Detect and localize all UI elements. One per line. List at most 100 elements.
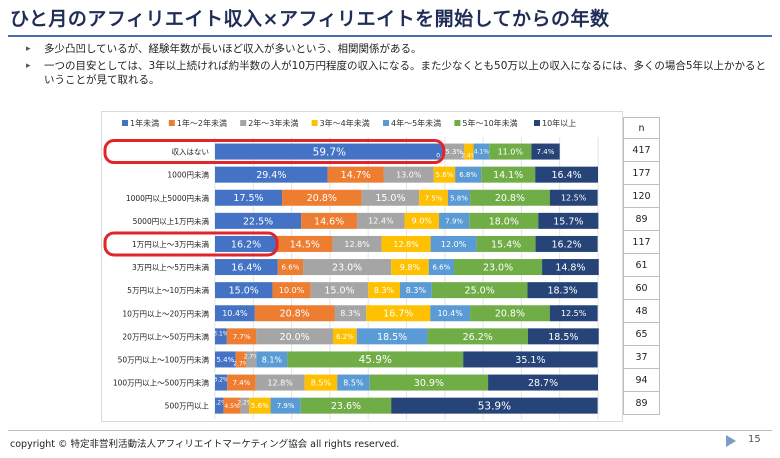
bar-segment xyxy=(300,397,392,414)
data-label: 12.0% xyxy=(441,240,467,249)
data-label: 16.2% xyxy=(231,239,261,250)
next-slide-arrow-icon[interactable] xyxy=(726,435,736,447)
data-label: 16.7% xyxy=(383,309,413,320)
data-label: 45.9% xyxy=(359,354,392,366)
bullet-text: 一つの目安としては、3年以上続ければ約半数の人が10万円程度の収入になる。また少… xyxy=(44,60,767,86)
bar-segment xyxy=(277,235,333,252)
bar-segment xyxy=(226,328,257,345)
data-label: 2.4% xyxy=(461,153,477,160)
bar-segment xyxy=(444,143,465,160)
data-label: 14.7% xyxy=(341,170,371,181)
bar-segment xyxy=(246,351,257,368)
data-label: 18.0% xyxy=(489,216,519,227)
bullet-text: 多少凸凹しているが、経験年数が長いほど収入が多いという、相関関係がある。 xyxy=(44,43,422,55)
data-label: 7.9% xyxy=(445,217,463,225)
bar-segment xyxy=(366,305,431,322)
bar-segment xyxy=(488,374,598,391)
bar-segment xyxy=(215,189,283,206)
bar-segment xyxy=(357,212,405,229)
data-label: 3.1% xyxy=(213,330,229,337)
data-label: 5.6% xyxy=(251,402,269,410)
data-label: 14.6% xyxy=(314,216,344,227)
data-label: 16.4% xyxy=(552,170,582,181)
bar-segment xyxy=(282,189,362,206)
data-label: 10.4% xyxy=(222,309,248,318)
data-label: 23.6% xyxy=(331,401,361,412)
data-label: 6.8% xyxy=(459,171,477,179)
legend-label: 1年～2年未満 xyxy=(177,118,227,128)
legend-label: 5年～10年未満 xyxy=(462,118,517,128)
bar-segment xyxy=(215,259,278,276)
n-cell: 94 xyxy=(623,369,660,392)
data-label: 16.4% xyxy=(231,262,261,273)
bar-segment xyxy=(464,143,474,160)
data-label: 12.8% xyxy=(344,240,370,249)
data-label: 13.0% xyxy=(396,171,422,180)
data-label: 14.5% xyxy=(290,239,320,250)
data-label: 25.0% xyxy=(465,286,495,297)
data-label: 23.0% xyxy=(483,262,513,273)
data-label: 9.8% xyxy=(400,263,421,272)
data-label: 12.4% xyxy=(368,217,394,226)
data-label: 18.3% xyxy=(547,286,577,297)
data-label: 6.6% xyxy=(432,264,450,272)
chart-panel: 1年未満 1年～2年未満 2年～3年未満 3年～4年未満 4年～5年未満 5年～10年未満… xyxy=(101,111,623,422)
page-number: 15 xyxy=(748,434,761,445)
bar-segment xyxy=(270,397,301,414)
bar-segment xyxy=(549,305,598,322)
bar-segment xyxy=(383,166,434,183)
stacked-bar-chart: 1年未満 1年～2年未満 2年～3年未満 3年～4年未満 4年～5年未満 5年～10年未満… xyxy=(103,118,599,420)
data-label: 15.4% xyxy=(491,239,521,250)
n-cell: 89 xyxy=(623,208,660,231)
bar-segment xyxy=(447,189,471,206)
data-label: 15.0% xyxy=(229,286,259,297)
bar-segment xyxy=(332,328,357,345)
data-label: 18.5% xyxy=(377,332,407,343)
data-label: 30.9% xyxy=(414,378,444,389)
bar-segment xyxy=(287,351,464,368)
data-label: 8.3% xyxy=(340,309,361,318)
bar-segment xyxy=(227,374,256,391)
data-label: 35.1% xyxy=(515,355,545,366)
data-label: 2.2% xyxy=(237,400,253,407)
bar-segment xyxy=(215,305,255,322)
bar-segment xyxy=(463,351,598,368)
title-divider xyxy=(8,35,772,37)
data-label: 12.5% xyxy=(561,309,587,318)
data-label: 20.8% xyxy=(280,309,310,320)
bar-segment xyxy=(215,143,444,160)
data-label: 7.4% xyxy=(233,379,251,387)
data-label: 11.0% xyxy=(498,147,524,156)
data-label: 4.1% xyxy=(474,149,490,156)
bar-segment xyxy=(469,212,539,229)
bar-segment xyxy=(391,259,429,276)
n-cell: 117 xyxy=(623,231,660,254)
data-label: 7.9% xyxy=(277,402,295,410)
legend-label: 3年～4年未満 xyxy=(320,118,370,128)
bar-segment xyxy=(531,143,560,160)
data-label: 28.7% xyxy=(528,378,558,389)
n-cell: 89 xyxy=(623,392,660,415)
data-label: 15.0% xyxy=(375,193,405,204)
bar-segment xyxy=(381,235,431,252)
data-label: 26.2% xyxy=(463,332,493,343)
bar-segment xyxy=(356,328,428,345)
data-label: 29.4% xyxy=(256,170,286,181)
data-label: 8.3% xyxy=(374,286,395,295)
data-label: 53.9% xyxy=(478,400,511,412)
bar-segment xyxy=(535,166,598,183)
bar-segment xyxy=(430,305,471,322)
bar-segment xyxy=(527,328,599,345)
footer-divider xyxy=(8,430,772,431)
bar-segment xyxy=(368,282,400,299)
data-label: 8.1% xyxy=(262,355,283,364)
category-label: 3万円以上～5万円未満 xyxy=(132,262,210,272)
bar-segment xyxy=(455,166,482,183)
bar-segment xyxy=(391,397,598,414)
category-label: 1万円以上～3万円未満 xyxy=(132,239,210,249)
data-label: 20.8% xyxy=(495,193,525,204)
slide-title: ひと月のアフィリエイト収入×アフィリエイトを開始してからの年数 xyxy=(10,8,610,30)
bullet-item: ▸ 一つの目安としては、3年以上続ければ約半数の人が10万円程度の収入になる。ま… xyxy=(24,59,776,87)
data-label: 10.4% xyxy=(437,309,463,318)
bar-segment xyxy=(215,282,273,299)
